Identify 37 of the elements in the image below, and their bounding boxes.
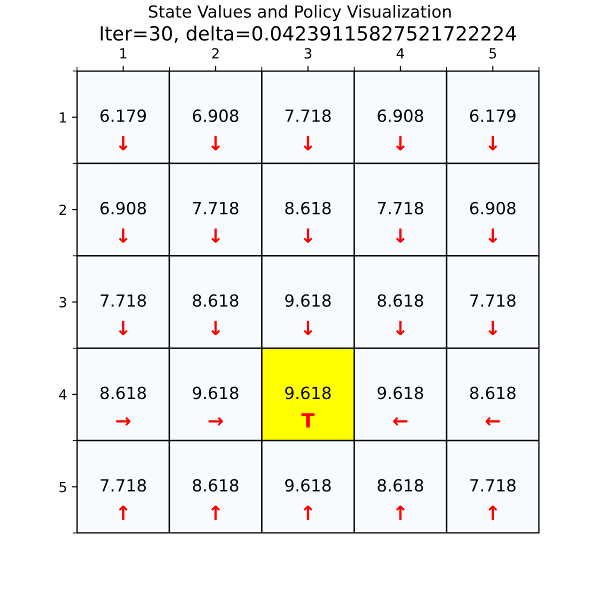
data-label: 7.718 ↑	[470, 479, 516, 520]
y-tick-label: 2	[59, 204, 66, 215]
data-label: 6.908 ↓	[100, 202, 146, 243]
y-tick-label: 3	[60, 296, 66, 308]
data-label: 8.618 ↑	[192, 479, 238, 520]
y-tick-label: 4	[59, 390, 66, 400]
data-label: 7.718 ↓	[100, 294, 146, 336]
data-label: 6.908 ↓	[378, 109, 424, 150]
data-label: 7.718 ↓	[286, 109, 331, 150]
data-label: 8.618 ←	[470, 386, 516, 426]
chart-title: State Values and Policy Visualization	[148, 4, 451, 22]
data-label: 8.618 ↑	[378, 479, 424, 520]
x-tick-label: 3	[304, 48, 312, 59]
data-label: 9.618 ↓	[285, 294, 331, 336]
data-label: 6.179 ↓	[470, 109, 516, 150]
data-label: 7.718 ↓	[193, 202, 238, 243]
x-tick-label: 5	[489, 48, 496, 59]
data-label: 8.618 →	[100, 386, 146, 426]
data-label: 9.618 ←	[378, 386, 424, 426]
data-label: 8.618 ↓	[192, 294, 238, 336]
data-label: 6.908 ↓	[192, 109, 238, 150]
data-label: 9.618 →	[192, 386, 238, 426]
chart-subtitle: Iter=30, delta=0.04239115827521722224	[100, 26, 516, 43]
data-label: 8.618 ↓	[285, 202, 331, 243]
x-tick-label: 2	[212, 48, 219, 58]
data-label: 8.618 ↓	[378, 294, 424, 336]
data-label: 9.618 ↑	[285, 479, 331, 520]
x-tick-label: 4	[396, 48, 404, 58]
y-tick-label: 5	[60, 482, 66, 492]
data-label: 7.718 ↑	[100, 479, 146, 520]
y-tick-label: 1	[60, 112, 66, 122]
data-label: 9.618 T	[285, 386, 331, 428]
data-label: 7.718 ↓	[470, 294, 516, 336]
data-label: 7.718 ↓	[378, 202, 424, 243]
data-label: 6.179 ↓	[100, 109, 146, 150]
data-label: 6.908 ↓	[470, 202, 516, 243]
x-tick-label: 1	[120, 48, 126, 58]
